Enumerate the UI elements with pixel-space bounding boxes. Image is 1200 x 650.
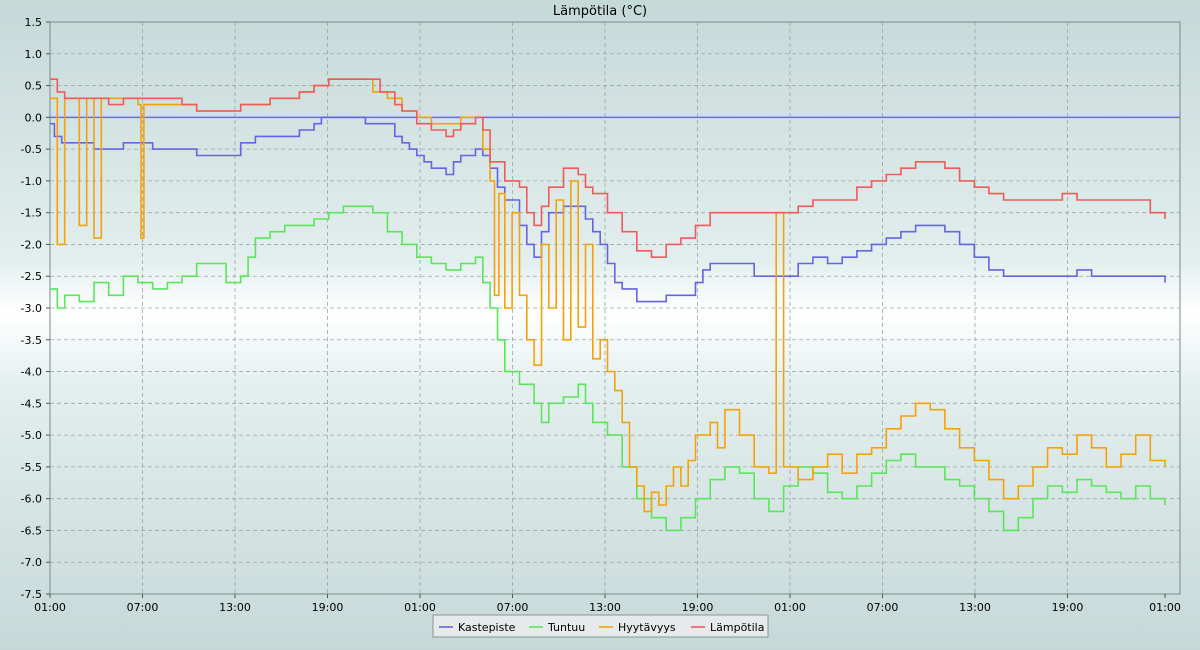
x-tick-label: 13:00 xyxy=(959,601,991,614)
x-axis: 01:00 07:00 13:00 19:00 01:00 07:00 13:00 19:00… xyxy=(34,594,1181,614)
series-line-tuntuu xyxy=(50,205,1166,532)
legend-label-kastepiste: Kastepiste xyxy=(458,621,516,634)
x-tick-label: 01:00 xyxy=(774,601,806,614)
y-tick-label: -3.5 xyxy=(21,334,42,347)
x-tick-label: 07:00 xyxy=(127,601,159,614)
legend: Kastepiste Tuntuu Hyytävyys Lämpötila xyxy=(432,614,769,638)
y-tick-label: 0.5 xyxy=(25,80,43,93)
y-tick-label: 1.5 xyxy=(25,16,43,29)
legend-box xyxy=(432,614,769,638)
y-tick-label: -6.5 xyxy=(21,524,42,537)
x-tick-label: 19:00 xyxy=(312,601,344,614)
series-lines xyxy=(50,78,1166,532)
y-tick-label: -4.5 xyxy=(21,397,42,410)
y-tick-label: -6.0 xyxy=(21,493,42,506)
y-tick-label: 1.0 xyxy=(25,48,43,61)
y-tick-label: -1.5 xyxy=(21,207,42,220)
x-tick-label: 13:00 xyxy=(589,601,621,614)
y-tick-label: -1.0 xyxy=(21,175,42,188)
x-tick-label: 01:00 xyxy=(404,601,436,614)
x-tick-label: 07:00 xyxy=(867,601,899,614)
x-tick-label: 19:00 xyxy=(1052,601,1084,614)
y-tick-label: -7.0 xyxy=(21,556,42,569)
chart-title: Lämpötila (°C) xyxy=(553,4,647,19)
y-tick-label: -7.5 xyxy=(21,588,42,601)
legend-label-hyyt-vyys: Hyytävyys xyxy=(618,621,676,634)
legend-label-l-mp-tila: Lämpötila xyxy=(710,621,764,634)
x-tick-label: 01:00 xyxy=(1149,601,1181,614)
x-tick-label: 07:00 xyxy=(497,601,529,614)
series-line-kastepiste xyxy=(50,116,1166,303)
x-tick-label: 19:00 xyxy=(682,601,714,614)
y-tick-label: -5.5 xyxy=(21,461,42,474)
y-tick-label: -5.0 xyxy=(21,429,42,442)
y-tick-label: -2.5 xyxy=(21,270,42,283)
y-tick-label: -3.0 xyxy=(21,302,42,315)
y-tick-label: -2.0 xyxy=(21,238,42,251)
series-line-l-mp-tila xyxy=(50,78,1166,258)
y-axis: 1.5 1.0 0.5 0.0 -0.5 -1.0 -1.5 -2.0 -2.5 -3.0 -3.5… xyxy=(21,16,50,601)
y-tick-label: 0.0 xyxy=(25,111,43,124)
x-tick-label: 01:00 xyxy=(34,601,66,614)
legend-label-tuntuu: Tuntuu xyxy=(547,621,585,634)
y-tick-label: -0.5 xyxy=(21,143,42,156)
x-tick-label: 13:00 xyxy=(219,601,251,614)
y-tick-label: -4.0 xyxy=(21,366,42,379)
